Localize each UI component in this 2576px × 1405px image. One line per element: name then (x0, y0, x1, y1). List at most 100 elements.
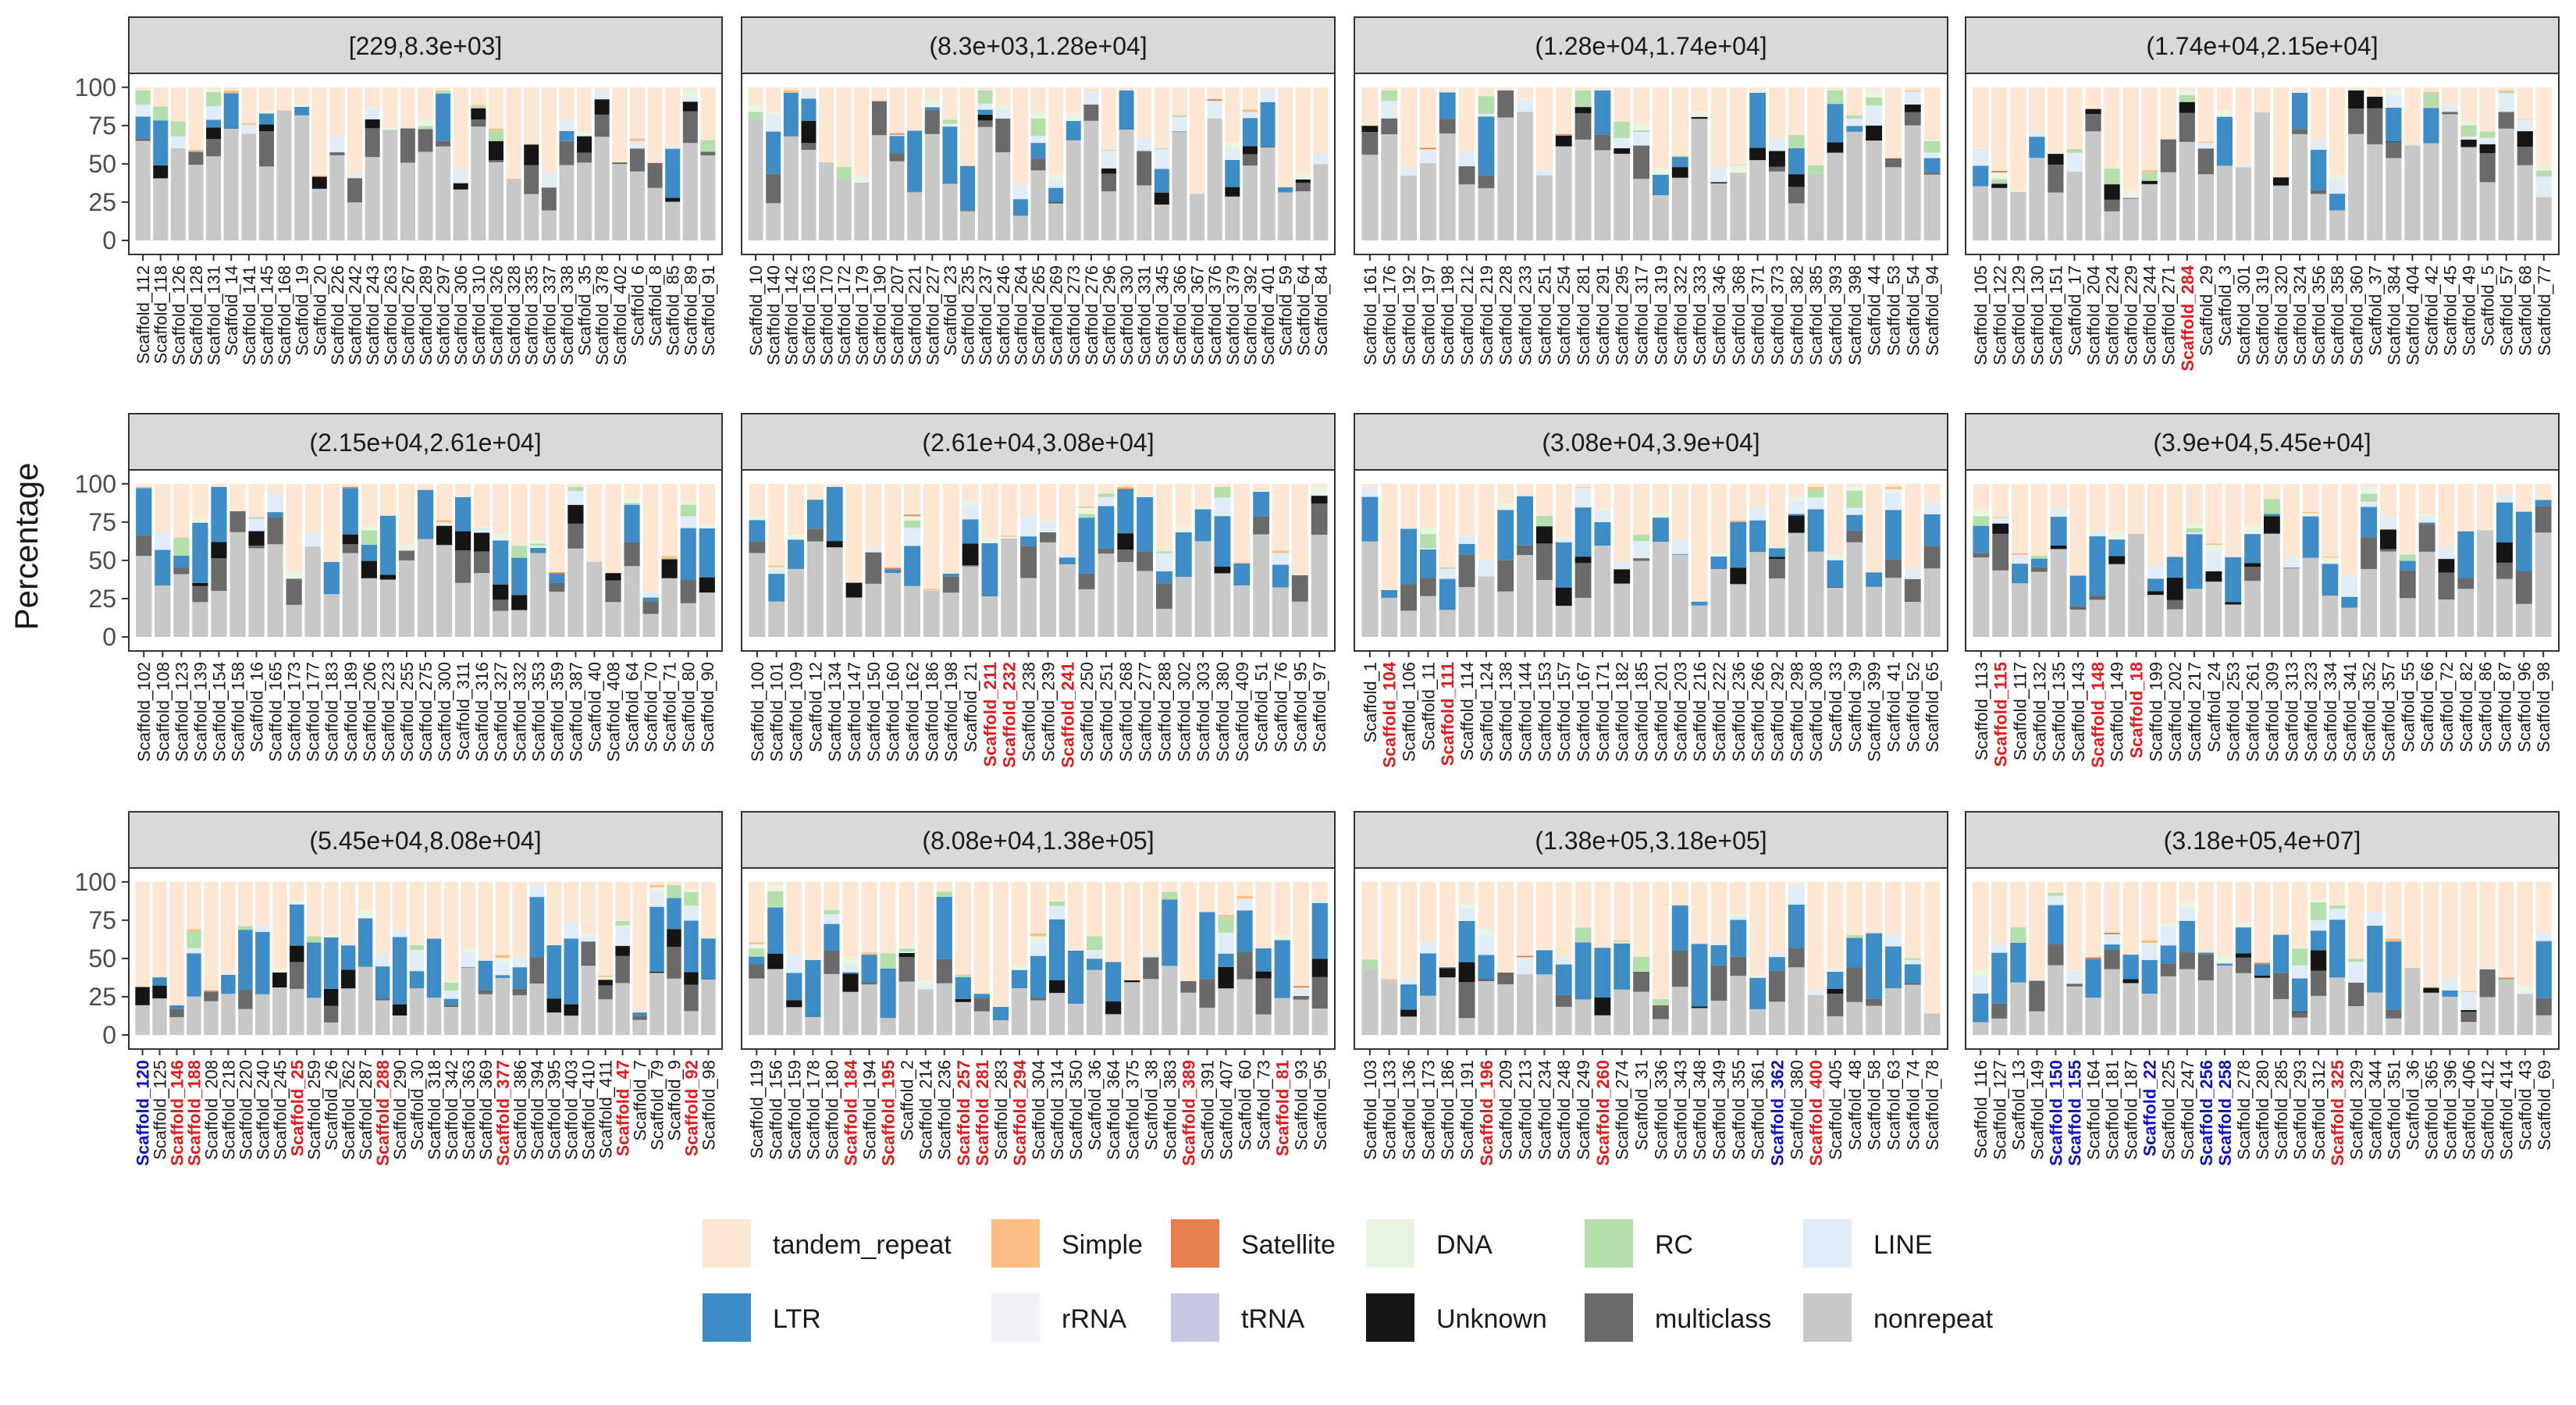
bar-segment-line (2479, 968, 2496, 969)
bar-segment-ltr (1225, 159, 1240, 187)
facet-panel: (3.18e+05,4e+07]Scaffold_116 Scaffold_127… (1965, 811, 2560, 1166)
legend-item: tRNA (1171, 1293, 1305, 1342)
bar-segment-line (2012, 555, 2028, 564)
bar-segment-tandem-repeat (2367, 87, 2383, 97)
bar-segment-nonrepeat (1293, 999, 1309, 1035)
bar-segment-tandem-repeat (1030, 881, 1047, 934)
bar-segment-unknown (2166, 578, 2183, 600)
bar-segment-unknown (1991, 183, 2008, 188)
bar-segment-nonrepeat (1154, 205, 1169, 240)
bar-segment-nonrepeat (398, 560, 415, 637)
bar-segment-nonrepeat (529, 984, 544, 1035)
bar-segment-rc (1846, 115, 1863, 119)
bar-segment-tandem-repeat (2517, 87, 2533, 119)
x-tick-label: Scaffold_356 (2309, 265, 2329, 365)
bar-segment-nonrepeat (2272, 998, 2290, 1035)
bar-segment-line (135, 105, 151, 117)
x-tick-label: Scaffold_384 (2384, 265, 2403, 365)
bar-segment-nonrepeat (2066, 171, 2083, 240)
bar-segment-tandem-repeat (907, 87, 923, 130)
bar-segment-line (2050, 508, 2067, 518)
bar-segment-ltr (824, 923, 840, 951)
x-tick-label: Scaffold_161 (1361, 265, 1380, 365)
bar-segment-nonrepeat (2399, 598, 2416, 637)
bar-segment-unknown (801, 120, 817, 144)
x-tick-label: Scaffold_122 (1990, 265, 2009, 365)
bar-segment-nonrepeat (661, 578, 678, 637)
bar-segment-ltr (1749, 977, 1767, 1009)
bar-segment-multiclass (2029, 980, 2045, 1012)
bar-segment-ltr (1400, 528, 1417, 585)
bar-segment-unknown (615, 945, 630, 956)
bar-segment-line (1923, 152, 1941, 158)
bar (977, 87, 993, 240)
bar-segment-tandem-repeat (478, 881, 493, 961)
bar (2442, 87, 2458, 240)
bar-segment-tandem-repeat (2197, 881, 2214, 953)
bar-segment-line (1992, 518, 2009, 524)
bar-segment-nonrepeat (2254, 112, 2271, 240)
bar-segment-line (1068, 949, 1084, 951)
legend-item: multiclass (1585, 1293, 1771, 1342)
x-tick-label: Scaffold_320 (2272, 265, 2291, 365)
x-tick-label: Scaffold_236 (1729, 662, 1749, 762)
legend-label: RC (1655, 1230, 1693, 1260)
bar-segment-tandem-repeat (229, 483, 246, 511)
bar-segment-tandem-repeat (2479, 87, 2496, 132)
bar-segment-nonrepeat (1253, 534, 1270, 637)
bar (417, 483, 434, 637)
bar-segment-nonrepeat (2386, 1018, 2402, 1035)
bar-segment-ltr (1749, 520, 1767, 553)
bar (615, 881, 630, 1035)
bar-segment-rc (1381, 90, 1398, 101)
bar-segment-multiclass (1710, 965, 1727, 1001)
bar-segment-simple (788, 533, 804, 534)
bar-segment-ltr (136, 488, 152, 536)
bar-segment-tandem-repeat (1691, 881, 1708, 944)
bar-segment-tandem-repeat (453, 87, 468, 169)
bar-segment-unknown (2235, 953, 2252, 958)
bar (962, 483, 979, 637)
bar (2460, 87, 2477, 240)
bar-segment-tandem-repeat (1992, 483, 2009, 518)
bar-segment-ltr (2244, 534, 2261, 564)
bar (1730, 87, 1747, 240)
x-tick-label: Scaffold_218 (219, 1060, 238, 1160)
bar-segment-dna (699, 524, 715, 528)
bar-segment-nonrepeat (1030, 1000, 1047, 1035)
bar-segment-tandem-repeat (1291, 483, 1308, 576)
bar-segment-tandem-repeat (924, 87, 940, 100)
bar (221, 881, 236, 1035)
bar-segment-ltr (1652, 518, 1669, 542)
bar-segment-tandem-repeat (2104, 881, 2120, 934)
bar-segment-satellite (1419, 148, 1436, 150)
bar-segment-nonrepeat (1574, 139, 1592, 240)
bar (2085, 87, 2101, 240)
bar-segment-multiclass (2460, 1012, 2477, 1023)
x-tick-label: Scaffold_277 (1136, 662, 1155, 762)
bar-segment-tandem-repeat (936, 881, 952, 892)
bar (358, 881, 373, 1035)
bar-segment-tandem-repeat (152, 881, 167, 978)
bar-segment-unknown (311, 176, 327, 189)
bar-segment-ltr (1255, 948, 1272, 972)
bar-segment-rc (1846, 935, 1863, 938)
bar-segment-tandem-repeat (1866, 881, 1883, 934)
bar-segment-simple (955, 974, 971, 976)
bar-segment-dna (206, 90, 222, 92)
bar-segment-ltr (632, 1012, 647, 1016)
bar (2122, 881, 2139, 1035)
bar (347, 87, 363, 240)
bar-segment-line (2122, 196, 2139, 198)
bar (1788, 881, 1805, 1035)
bar (559, 87, 575, 240)
bar-segment-nonrepeat (1904, 602, 1921, 637)
x-tick-label: Scaffold_167 (1574, 662, 1593, 762)
bar (311, 87, 327, 240)
bar-segment-simple (2128, 533, 2144, 535)
bar-segment-nonrepeat (153, 178, 169, 240)
bar-segment-multiclass (2442, 112, 2458, 115)
bar-segment-multiclass (1172, 131, 1187, 133)
bar-segment-multiclass (907, 191, 923, 193)
